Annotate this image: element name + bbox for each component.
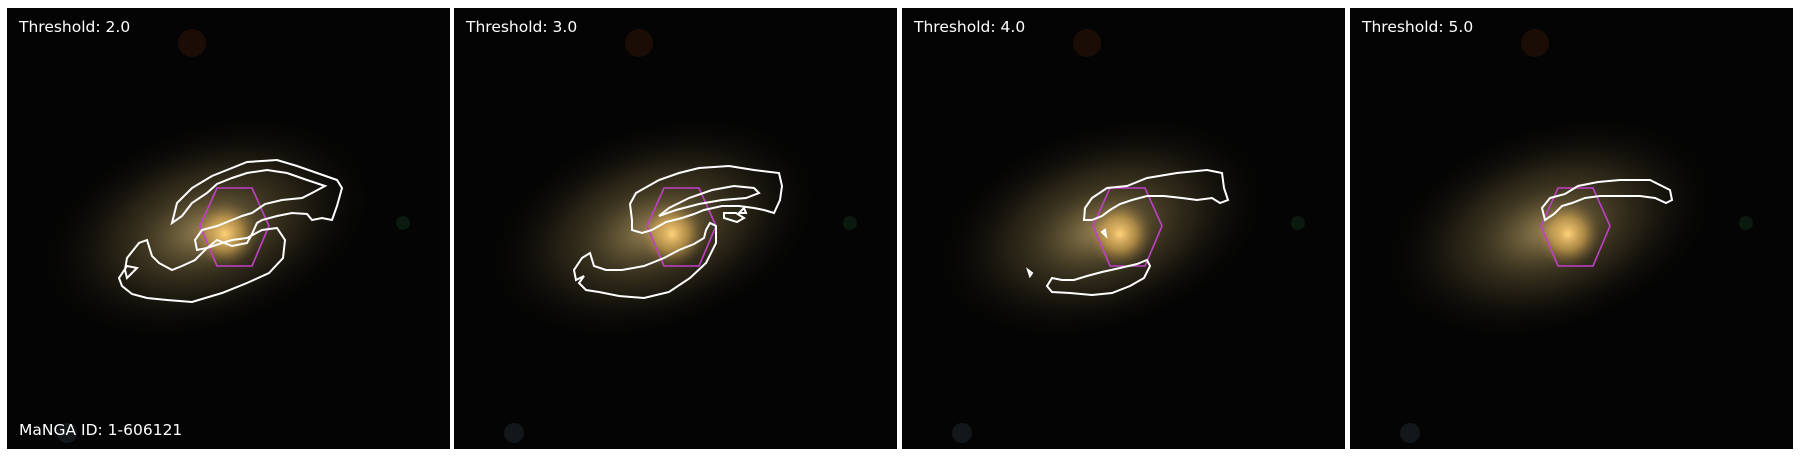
contour-speck (1026, 228, 1108, 279)
galaxy-image (1380, 29, 1753, 443)
contour-upper (628, 164, 784, 235)
contour-lower (1045, 258, 1152, 297)
contour-small (723, 206, 748, 224)
panel-threshold-4: Threshold: 4.0 (902, 8, 1345, 449)
contour-upper (1540, 179, 1674, 222)
ifu-hexagon (1092, 187, 1163, 267)
contour-upper (1082, 168, 1230, 221)
manga-id-label: MaNGA ID: 1-606121 (19, 421, 183, 439)
ifu-hexagon (1540, 187, 1611, 267)
galaxy-image (37, 29, 410, 443)
threshold-label: Threshold: 2.0 (19, 18, 131, 36)
contour-lower (572, 221, 717, 300)
panel-threshold-2: Threshold: 2.0 MaNGA ID: 1-606121 (7, 8, 450, 449)
contour-lower (117, 226, 287, 304)
threshold-label: Threshold: 4.0 (914, 18, 1026, 36)
ifu-hexagon (646, 187, 717, 267)
panel-threshold-3: Threshold: 3.0 (454, 8, 897, 449)
ifu-hexagon (199, 187, 270, 267)
contour-outer (170, 158, 344, 252)
panel-threshold-5: Threshold: 5.0 (1350, 8, 1793, 449)
galaxy-image (932, 29, 1305, 443)
threshold-label: Threshold: 3.0 (466, 18, 578, 36)
threshold-label: Threshold: 5.0 (1362, 18, 1474, 36)
galaxy-image (484, 29, 857, 443)
